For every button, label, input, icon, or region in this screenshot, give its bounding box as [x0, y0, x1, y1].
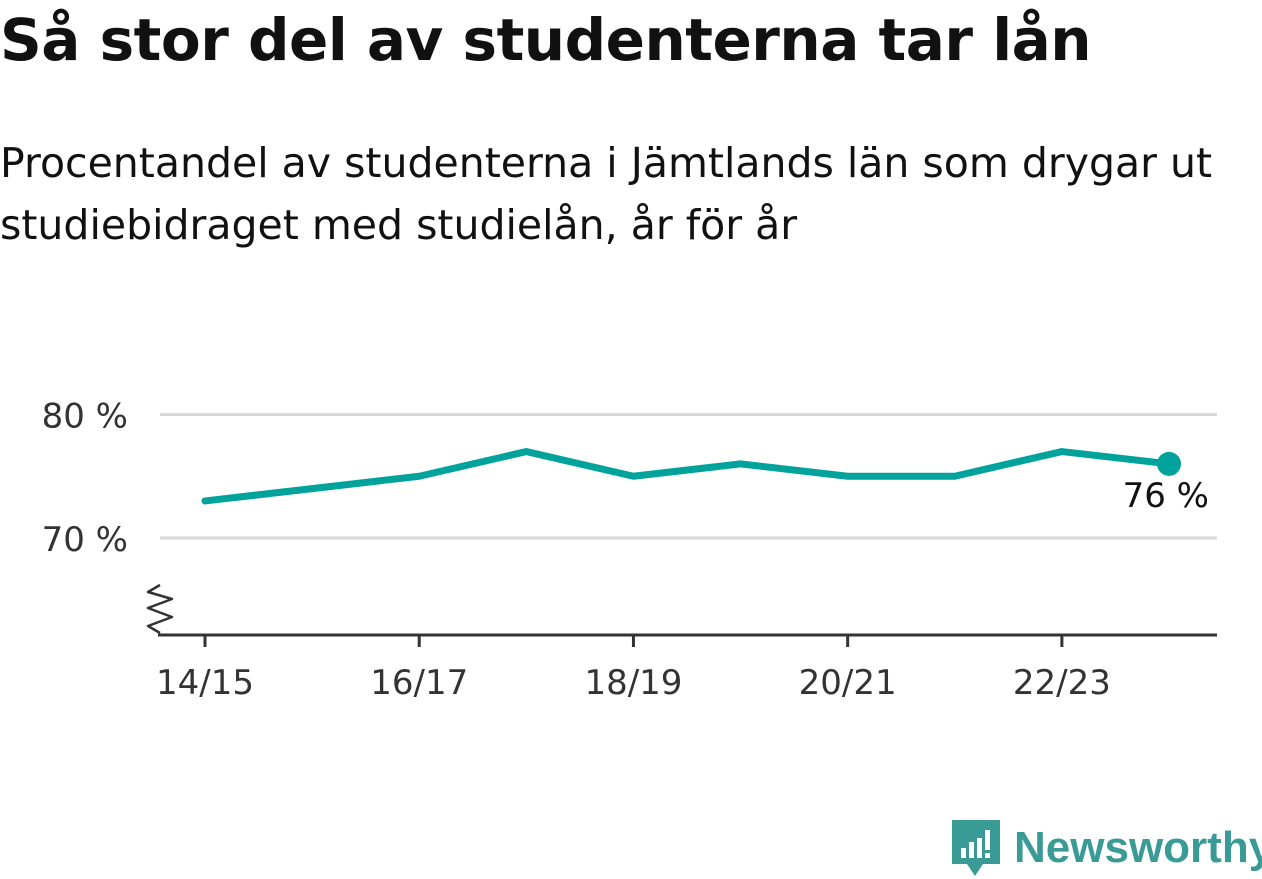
- end-point-marker: [1157, 451, 1181, 476]
- x-tick-label: 18/19: [584, 663, 682, 703]
- brand-name: Newsworthy: [1014, 823, 1262, 872]
- chart-subtitle: Procentandel av studenterna i Jämtlands …: [0, 139, 1213, 249]
- x-tick-label: 16/17: [370, 663, 468, 703]
- end-value-label: 76 %: [1123, 476, 1209, 516]
- x-tick-label: 22/23: [1013, 663, 1111, 703]
- series-line: [201, 448, 1173, 505]
- newsworthy-logo-icon: [952, 820, 1000, 876]
- y-tick-label: 80 %: [42, 397, 128, 437]
- x-tick-label: 20/21: [799, 663, 897, 703]
- y-tick-label: 70 %: [42, 520, 128, 560]
- axis-break-symbol: [146, 583, 174, 635]
- newsworthy-brand: Newsworthy: [950, 818, 1262, 878]
- chart-title: Så stor del av studenterna tar lån: [0, 6, 1092, 74]
- x-tick-label: 14/15: [156, 663, 254, 703]
